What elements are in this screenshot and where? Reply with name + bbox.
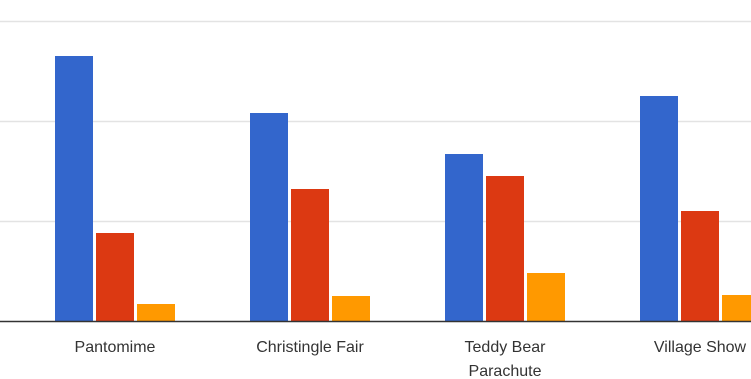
bar-0-series-1[interactable] [96,233,134,321]
category-label-2: Teddy Bear Parachute [465,339,547,379]
category-label-2-line-0: Teddy Bear [465,339,547,356]
bar-2-series-1[interactable] [486,176,524,321]
bar-3-series-2[interactable] [722,295,751,321]
category-labels: Pantomime Christingle Fair Teddy Bear Parac… [75,339,747,379]
category-label-1-line-0: Christingle Fair [256,339,364,356]
category-label-2-line-1: Parachute [469,363,542,379]
gridlines [0,20,751,223]
category-label-0-line-0: Pantomime [75,339,156,356]
category-label-3-line-0: Village Show [654,339,747,356]
bar-0-series-2[interactable] [137,304,175,321]
category-label-3: Village Show [654,339,747,356]
bar-0-series-0[interactable] [55,56,93,321]
bar-3-series-0[interactable] [640,96,678,321]
bar-1-series-2[interactable] [332,296,370,321]
bar-3-series-1[interactable] [681,211,719,321]
category-label-1: Christingle Fair [256,339,364,356]
bars [55,56,751,321]
bar-2-series-2[interactable] [527,273,565,321]
category-label-0: Pantomime [75,339,156,356]
bar-2-series-0[interactable] [445,154,483,321]
bar-1-series-1[interactable] [291,189,329,321]
bar-1-series-0[interactable] [250,113,288,321]
